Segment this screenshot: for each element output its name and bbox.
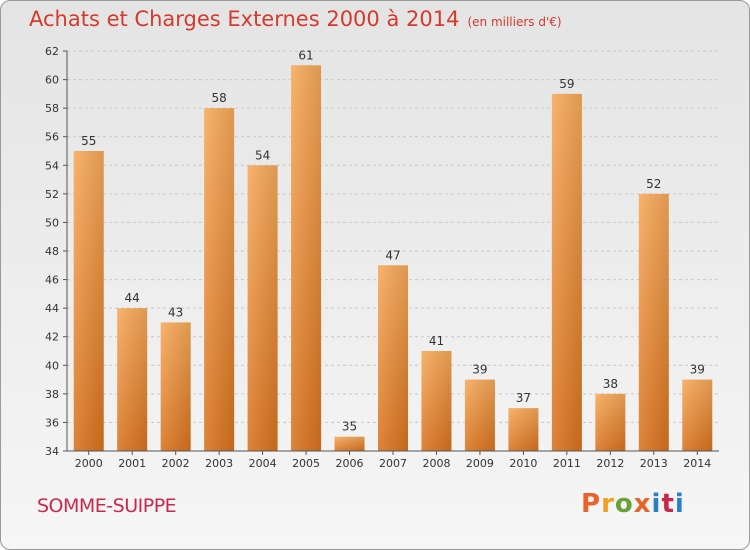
y-tick-label: 44 xyxy=(45,302,59,315)
x-tick-label: 2013 xyxy=(640,457,668,470)
logo-letter: i xyxy=(674,489,685,519)
x-tick-label: 2000 xyxy=(75,457,103,470)
y-tick-label: 36 xyxy=(45,416,59,429)
commune-name: SOMME-SUIPPE xyxy=(37,495,177,517)
chart-title: Achats et Charges Externes 2000 à 2014 (e… xyxy=(29,7,562,31)
title-unit: (en milliers d'€) xyxy=(467,15,562,29)
bar-shade xyxy=(247,165,278,452)
y-tick-label: 52 xyxy=(45,188,59,201)
y-tick-label: 48 xyxy=(45,245,59,258)
y-tick-label: 42 xyxy=(45,331,59,344)
bar-value-label: 44 xyxy=(125,291,140,305)
bar-value-label: 47 xyxy=(385,248,400,262)
proxiti-logo[interactable]: Proxiti xyxy=(581,489,685,519)
bars: 55 44 43 58 54 61 35 47 41 39 37 59 38 52 39 xyxy=(73,48,713,452)
logo-letter: t xyxy=(661,489,675,519)
y-tick-label: 54 xyxy=(45,159,59,172)
x-axis: 2000 2001 2002 2003 2004 2005 2006 2007 2008 2009… xyxy=(67,450,719,470)
y-tick-label: 34 xyxy=(45,445,59,458)
bar-shade xyxy=(204,108,235,452)
bar-value-label: 61 xyxy=(298,48,313,62)
bar-value-label: 43 xyxy=(168,305,183,319)
y-tick-label: 40 xyxy=(45,359,59,372)
y-tick-label: 56 xyxy=(45,131,59,144)
logo-letter: r xyxy=(601,489,615,519)
logo-letter: x xyxy=(633,489,652,519)
logo-letter: o xyxy=(614,489,634,519)
x-tick-label: 2014 xyxy=(683,457,711,470)
y-tick-label: 62 xyxy=(45,45,59,58)
bar-shade xyxy=(638,193,669,451)
x-tick-label: 2011 xyxy=(553,457,581,470)
bar-shade xyxy=(334,436,365,451)
y-tick-label: 50 xyxy=(45,216,59,229)
x-tick-label: 2010 xyxy=(509,457,537,470)
bar-shade xyxy=(421,351,452,451)
bar-shade xyxy=(595,393,626,451)
bar-value-label: 37 xyxy=(516,391,531,405)
bar-shade xyxy=(508,408,539,451)
title-text: Achats et Charges Externes 2000 à 2014 xyxy=(29,7,460,31)
bar-shade xyxy=(378,265,408,451)
bar-value-label: 59 xyxy=(559,77,574,91)
bar-value-label: 39 xyxy=(690,363,705,377)
bar-value-label: 35 xyxy=(342,420,357,434)
bar-value-label: 55 xyxy=(81,134,96,148)
bar-shade xyxy=(117,308,148,451)
bar-value-label: 41 xyxy=(429,334,444,348)
x-tick-label: 2008 xyxy=(422,457,450,470)
x-tick-label: 2009 xyxy=(466,457,494,470)
x-tick-label: 2001 xyxy=(118,457,146,470)
bar-shade xyxy=(73,151,104,451)
x-tick-label: 2004 xyxy=(249,457,277,470)
bar-shade xyxy=(464,379,495,451)
bar-value-label: 54 xyxy=(255,148,270,162)
x-tick-label: 2012 xyxy=(596,457,624,470)
y-tick-label: 58 xyxy=(45,102,59,115)
x-tick-label: 2003 xyxy=(205,457,233,470)
y-tick-label: 46 xyxy=(45,274,59,287)
bar-shade xyxy=(291,65,322,452)
y-axis: 34 36 38 40 42 44 46 48 50 52 54 56 58 60 62 xyxy=(45,45,68,458)
x-tick-label: 2007 xyxy=(379,457,407,470)
y-tick-label: 38 xyxy=(45,388,59,401)
bar-shade xyxy=(551,93,582,451)
y-tick-label: 60 xyxy=(45,74,59,87)
logo-letter: i xyxy=(651,489,662,519)
x-tick-label: 2005 xyxy=(292,457,320,470)
x-tick-label: 2006 xyxy=(336,457,364,470)
x-tick-label: 2002 xyxy=(162,457,190,470)
bar-value-label: 58 xyxy=(211,91,226,105)
bar-shade xyxy=(682,379,713,451)
bar-value-label: 39 xyxy=(472,363,487,377)
logo-letter: P xyxy=(581,489,602,519)
bar-value-label: 38 xyxy=(603,377,618,391)
bar-value-label: 52 xyxy=(646,177,661,191)
bar-shade xyxy=(160,322,191,451)
